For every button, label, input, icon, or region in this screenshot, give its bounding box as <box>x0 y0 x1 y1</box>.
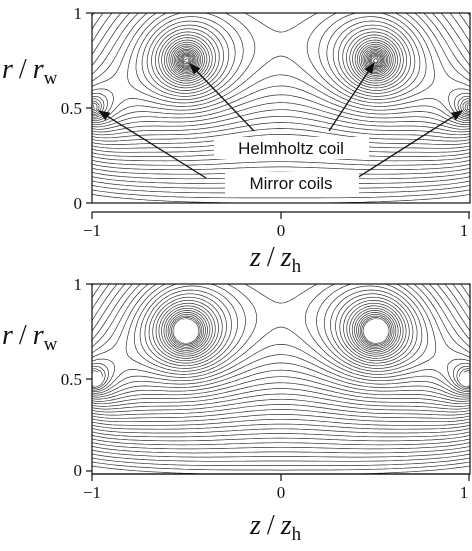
x-axis-label-bottom: z / zh <box>249 510 302 545</box>
annotation-arrows <box>97 61 464 179</box>
x-ticks-top: −1 0 1 <box>83 212 470 240</box>
arrow-to-left-helmholtz <box>189 63 255 132</box>
bottom-plot: 1 0.5 0 −1 0 1 r / rw z / zh <box>2 276 472 545</box>
x-tick-label: −1 <box>83 483 101 502</box>
plot-frame-bottom <box>91 283 471 475</box>
helmholtz-label-bg <box>214 137 369 159</box>
x-tick-label: 0 <box>277 483 286 502</box>
helmholtz-coil-label: Helmholtz coil <box>238 139 344 158</box>
top-plot: 1 0.5 0 −1 0 1 r / rw z / zh Helmholtz coil … <box>2 4 471 276</box>
coil-markers-bottom <box>89 319 472 386</box>
x-axis-label-top: z / zh <box>249 242 302 276</box>
mirror-label-bg <box>225 172 359 194</box>
helmholtz-coil-marker-left <box>174 319 198 343</box>
mirror-coils-label: Mirror coils <box>249 174 332 193</box>
y-tick-label: 0.5 <box>61 370 82 389</box>
y-tick-label: 1 <box>74 4 83 23</box>
x-tick-label: −1 <box>83 221 101 240</box>
top-panel: 1 0.5 0 −1 0 1 r / rw z / zh Helmholtz coil … <box>2 4 471 276</box>
y-ticks-bottom: 1 0.5 0 <box>61 276 92 480</box>
bottom-panel: 1 0.5 0 −1 0 1 r / rw z / zh <box>0 276 472 551</box>
contour-lines-bottom <box>92 284 470 474</box>
y-axis-label-top: r / rw <box>2 54 58 89</box>
y-axis-label-bottom: r / rw <box>2 320 58 355</box>
x-tick-label: 1 <box>460 483 469 502</box>
x-tick-label: 1 <box>460 221 469 240</box>
y-tick-label: 0 <box>74 194 83 213</box>
y-tick-label: 0 <box>74 461 83 480</box>
arrow-to-left-mirror <box>97 110 207 179</box>
arrow-to-right-helmholtz <box>328 61 375 132</box>
y-ticks-top: 1 0.5 0 <box>61 4 92 213</box>
contour-path <box>92 284 470 474</box>
arrow-to-right-mirror <box>356 110 464 179</box>
x-ticks-bottom: −1 0 1 <box>83 474 470 502</box>
y-tick-label: 1 <box>74 276 83 294</box>
mirror-coil-marker-right <box>459 372 472 386</box>
x-tick-label: 0 <box>277 221 286 240</box>
y-tick-label: 0.5 <box>61 99 82 118</box>
helmholtz-coil-marker-right <box>364 319 388 343</box>
